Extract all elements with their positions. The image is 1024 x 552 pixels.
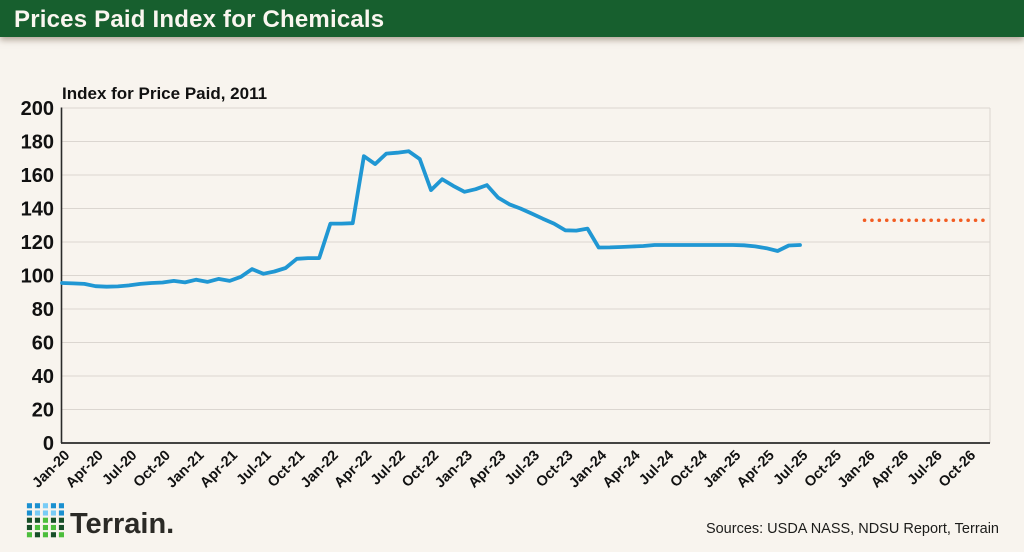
svg-text:Apr-20: Apr-20 xyxy=(63,448,107,492)
svg-text:160: 160 xyxy=(21,165,54,187)
svg-text:60: 60 xyxy=(32,333,54,355)
svg-text:Apr-24: Apr-24 xyxy=(600,448,644,492)
svg-text:20: 20 xyxy=(32,400,54,422)
svg-text:Index for Price Paid, 2011: Index for Price Paid, 2011 xyxy=(62,84,267,103)
svg-text:100: 100 xyxy=(21,266,54,288)
svg-text:80: 80 xyxy=(32,299,54,321)
svg-text:Apr-25: Apr-25 xyxy=(734,448,778,492)
svg-text:180: 180 xyxy=(21,132,54,154)
svg-text:Oct-26: Oct-26 xyxy=(936,448,979,491)
svg-text:Apr-23: Apr-23 xyxy=(466,448,510,492)
svg-text:140: 140 xyxy=(21,199,54,221)
svg-text:120: 120 xyxy=(21,232,54,254)
svg-text:Apr-22: Apr-22 xyxy=(331,448,375,492)
svg-text:Apr-21: Apr-21 xyxy=(197,448,241,492)
svg-text:Apr-26: Apr-26 xyxy=(868,448,912,492)
svg-text:40: 40 xyxy=(32,366,54,388)
svg-text:200: 200 xyxy=(21,98,54,120)
svg-text:0: 0 xyxy=(43,433,54,455)
